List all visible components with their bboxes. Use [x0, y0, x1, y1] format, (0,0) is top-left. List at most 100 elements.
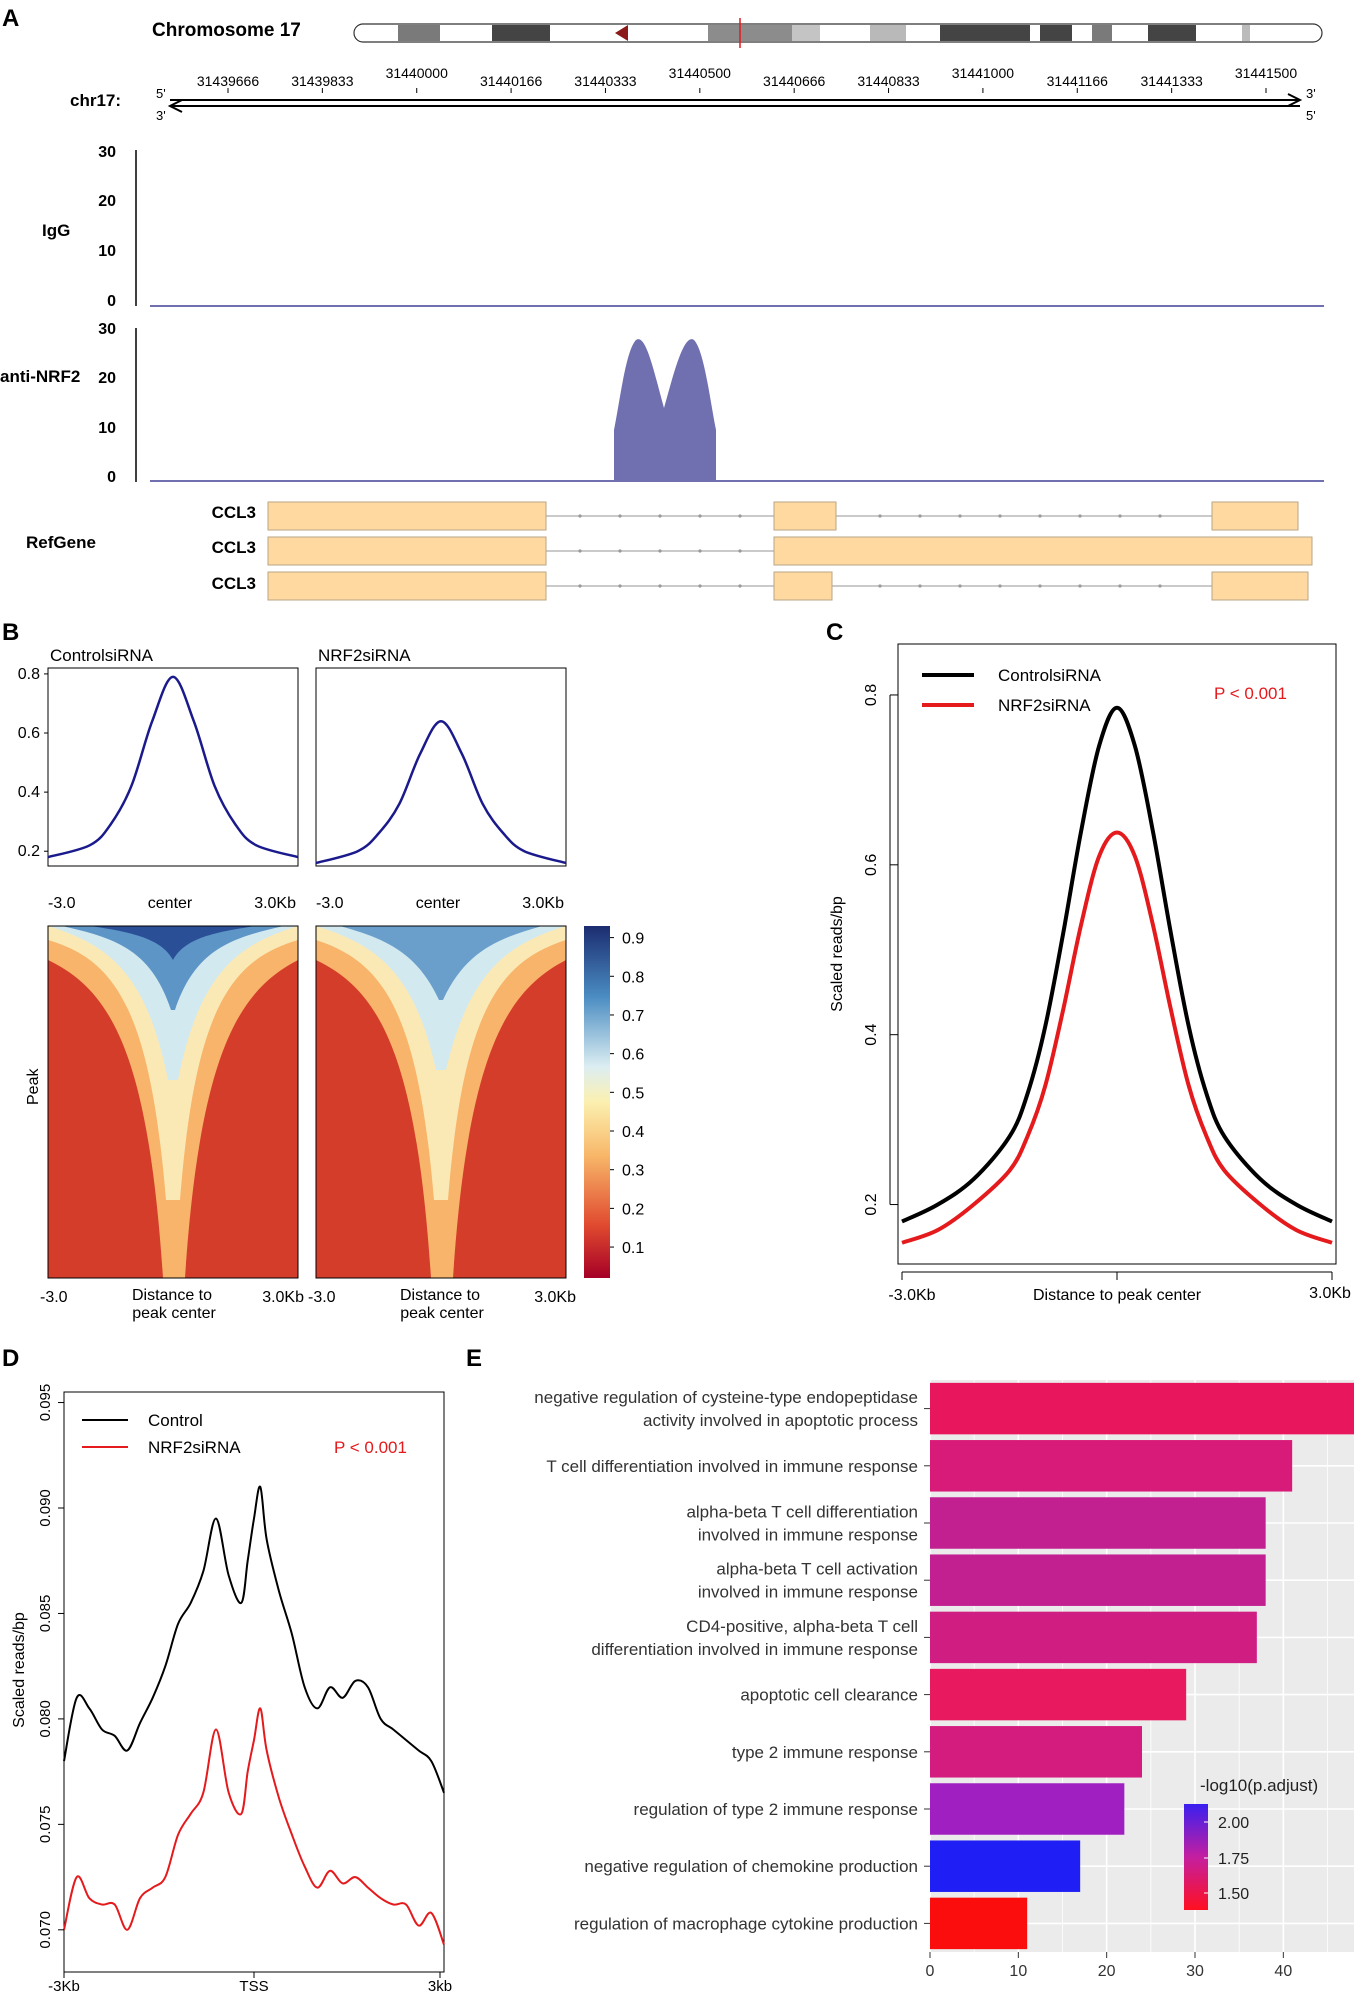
- heat-x-left-1: -3.0: [40, 1289, 68, 1306]
- chromosome-ideogram: [353, 18, 1323, 48]
- d-series-line: [63, 1485, 445, 1794]
- nrf2-tick-20: 20: [98, 370, 116, 387]
- b-ytick-label: 0.8: [18, 666, 40, 683]
- coord-label: 31441166: [1047, 73, 1108, 89]
- b-title-control: ControlsiRNA: [50, 646, 154, 665]
- exon: [1211, 571, 1309, 601]
- c-series-line: [901, 830, 1333, 1245]
- nrf2-track: anti-NRF2 30 20 10 0: [0, 321, 1324, 486]
- d-xtick-label: -3Kb: [48, 1978, 80, 1992]
- nrf2-tick-10: 10: [98, 420, 116, 437]
- heat-x-left-2: -3.0: [308, 1289, 336, 1306]
- e-category-label: alpha-beta T cell differentiation: [686, 1503, 918, 1522]
- gene-label-3: CCL3: [212, 574, 256, 593]
- c-legend-label: NRF2siRNA: [998, 696, 1091, 715]
- b-x-right-2: 3.0Kb: [522, 895, 564, 912]
- heatmap-ylabel: Peak: [25, 1068, 42, 1105]
- coord-label: 31439833: [291, 73, 354, 89]
- d-pvalue: P < 0.001: [334, 1438, 407, 1457]
- e-category-label: alpha-beta T cell activation: [716, 1560, 918, 1579]
- strand-top-left: 5': [156, 86, 166, 101]
- coord-label: 31440666: [763, 73, 826, 89]
- panel-label-d: D: [2, 1345, 19, 1372]
- c-ytick-label: 0.8: [863, 684, 880, 706]
- heat-x-mid2-2: peak center: [400, 1305, 484, 1322]
- e-xtick-label: 10: [1009, 1963, 1027, 1980]
- heatmap-colorbar-ticks: 0.9 0.8 0.7 0.6 0.5 0.4 0.3 0.2 0.1: [610, 931, 644, 1257]
- colorbar-tick-label: 0.9: [622, 931, 644, 948]
- e-category-label: T cell differentiation involved in immun…: [546, 1457, 918, 1476]
- e-legend-title: -log10(p.adjust): [1200, 1776, 1318, 1795]
- e-bar: [930, 1726, 1142, 1778]
- e-category-label: negative regulation of cysteine-type end…: [534, 1388, 918, 1407]
- heatmap-nrf2: [316, 926, 566, 1278]
- exon: [267, 571, 547, 601]
- centromere-marker: [615, 25, 628, 41]
- e-bar: [930, 1497, 1266, 1549]
- coord-label: 31440333: [574, 73, 637, 89]
- d-ytick-label: 0.075: [37, 1806, 54, 1844]
- e-xtick-label: 0: [926, 1963, 935, 1980]
- d-plot-area: 0.070 0.075 0.080 0.085 0.090 0.095 -3Kb TSS 3kb…: [37, 1384, 452, 1992]
- c-xtick-label-left: -3.0Kb: [888, 1287, 935, 1304]
- exon: [773, 501, 837, 531]
- strand-top-right: 3': [1306, 86, 1316, 101]
- colorbar-tick-label: 0.4: [622, 1124, 644, 1141]
- coord-label: 31440833: [857, 73, 920, 89]
- panel-label-a: A: [2, 5, 19, 32]
- colorbar-tick-label: 0.3: [622, 1163, 644, 1180]
- colorbar-tick-label: 0.8: [622, 969, 644, 986]
- e-category-label: apoptotic cell clearance: [740, 1686, 918, 1705]
- d-ytick-label: 0.095: [37, 1384, 54, 1422]
- colorbar-tick-label: 0.2: [622, 1201, 644, 1218]
- c-pvalue: P < 0.001: [1214, 684, 1287, 703]
- exon: [267, 536, 547, 566]
- refgene-label: RefGene: [26, 533, 96, 552]
- nrf2-track-label: anti-NRF2: [0, 367, 80, 386]
- colorbar-tick-label: 0.7: [622, 1008, 644, 1025]
- d-ylabel: Scaled reads/bp: [11, 1612, 28, 1728]
- gene-label-2: CCL3: [212, 538, 256, 557]
- b-profile-frame-control: [47, 667, 299, 867]
- c-xtick-label-right: 3.0Kb: [1309, 1285, 1351, 1302]
- nrf2-peak: [614, 339, 716, 481]
- e-legend-tick-label: 2.00: [1218, 1815, 1249, 1832]
- b-x-left-1: -3.0: [48, 895, 76, 912]
- c-legend-label: ControlsiRNA: [998, 666, 1102, 685]
- d-ytick-label: 0.070: [37, 1911, 54, 1949]
- coord-label: 31441333: [1140, 73, 1203, 89]
- chr-label: chr17:: [70, 91, 121, 110]
- e-bar: [930, 1840, 1081, 1892]
- nrf2-tick-30: 30: [98, 321, 116, 338]
- panel-label-b: B: [2, 619, 19, 646]
- e-bar: [930, 1668, 1187, 1721]
- igg-tick-0: 0: [107, 293, 116, 310]
- d-xtick-label: 3kb: [428, 1978, 452, 1992]
- exon: [773, 571, 833, 601]
- d-ytick-label: 0.080: [37, 1700, 54, 1738]
- e-plot-area: negative regulation of cysteine-type end…: [534, 1380, 1354, 1980]
- strand-arrows: [167, 93, 1303, 113]
- d-legend-label: Control: [148, 1411, 203, 1430]
- b-x-left-2: -3.0: [316, 895, 344, 912]
- strand-bottom-left: 3': [156, 108, 166, 123]
- e-category-label: negative regulation of chemokine product…: [584, 1857, 918, 1876]
- colorbar-tick-label: 0.5: [622, 1085, 644, 1102]
- coord-label: 31441500: [1235, 65, 1298, 81]
- e-legend-tick-label: 1.75: [1218, 1851, 1249, 1868]
- e-bar: [930, 1897, 1028, 1950]
- coord-label: 31439666: [197, 73, 260, 89]
- panel-label-e: E: [466, 1345, 482, 1372]
- c-plot-area: 0.2 0.4 0.6 0.8 Scaled reads/bp -3.0Kb 3.0Kb Di…: [829, 666, 1351, 1304]
- panel-label-c: C: [826, 619, 843, 646]
- b-ytick-label: 0.6: [18, 725, 40, 742]
- exon: [773, 536, 1313, 566]
- e-legend-colorbar: [1184, 1804, 1208, 1910]
- b-profile-frame-nrf2: [315, 667, 567, 867]
- c-ylabel: Scaled reads/bp: [829, 896, 846, 1012]
- igg-track-label: IgG: [42, 221, 70, 240]
- nrf2-tick-0: 0: [107, 469, 116, 486]
- exon: [267, 501, 547, 531]
- heatmap-colorbar: [584, 926, 610, 1278]
